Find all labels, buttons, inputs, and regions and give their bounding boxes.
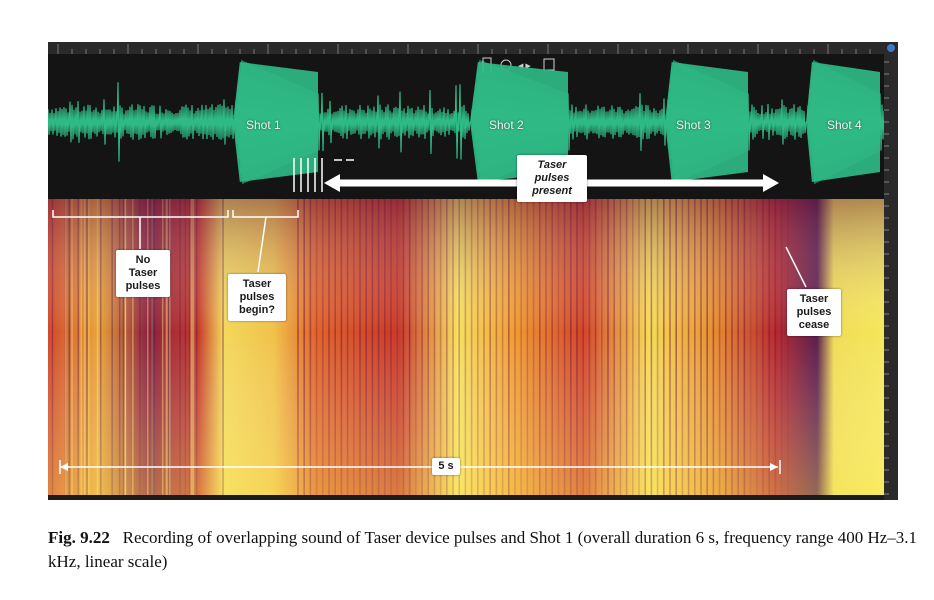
figure-graphics: ◀ ▶ <box>48 42 898 500</box>
frequency-scale <box>884 42 898 500</box>
taser-begin-label: Taser pulses begin? <box>228 274 286 321</box>
svg-text:◀ ▶: ◀ ▶ <box>518 63 531 70</box>
shot-1-label: Shot 1 <box>246 118 281 132</box>
taser-cease-pointer <box>785 246 807 288</box>
shot-burst-2 <box>470 62 568 182</box>
caption-text: Recording of overlapping sound of Taser … <box>48 528 918 571</box>
caption-label: Fig. 9.22 <box>48 528 110 547</box>
no-taser-label: No Taser pulses <box>116 250 170 297</box>
audio-waveform <box>48 60 886 184</box>
shot-2-label: Shot 2 <box>489 118 524 132</box>
shot-burst-4 <box>806 62 880 182</box>
shot-4-label: Shot 4 <box>827 118 862 132</box>
shot-3-label: Shot 3 <box>676 118 711 132</box>
ruler-ticks <box>57 44 871 54</box>
scale-handle <box>887 44 895 52</box>
figure-caption: Fig. 9.22 Recording of overlapping sound… <box>48 526 918 574</box>
scale-ticks <box>884 61 889 495</box>
shot-burst-3 <box>665 62 748 182</box>
spectrogram-figure: ◀ ▶ <box>48 42 898 500</box>
arrow-head-right <box>763 174 779 192</box>
duration-label: 5 s <box>432 458 460 475</box>
taser-cease-label: Taser pulses cease <box>787 289 841 336</box>
taser-present-label: Taser pulses present <box>517 155 587 202</box>
spectrogram-shading <box>48 199 884 495</box>
arrow-head-left <box>324 174 340 192</box>
shot-burst-1 <box>233 62 318 182</box>
time-ruler <box>48 42 898 54</box>
pulse-onset-arrows <box>293 158 354 192</box>
